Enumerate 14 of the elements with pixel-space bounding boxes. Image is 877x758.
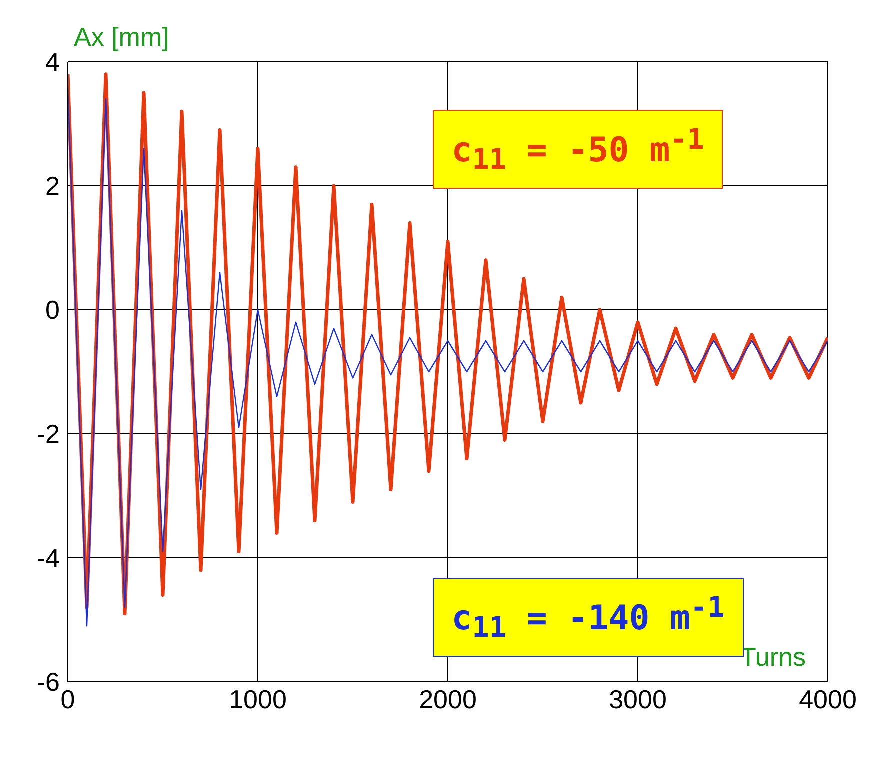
y-tick-label: 2	[46, 171, 60, 202]
x-axis-title: Turns	[740, 642, 806, 673]
y-tick-label: 4	[46, 47, 60, 78]
x-tick-label: 3000	[609, 684, 667, 714]
y-tick-label: 0	[46, 295, 60, 326]
x-tick-label: 4000	[799, 684, 857, 714]
annotation: c$_{11}$ = -50 m$^{-1}$	[432, 110, 724, 190]
y-axis-title: Ax [mm]	[74, 22, 170, 53]
y-tick-label: -2	[36, 419, 60, 450]
x-tick-label: 2000	[419, 684, 477, 714]
x-tick-label: 1000	[229, 684, 287, 714]
annotation: c$_{11}$ = -140 m$^{-1}$	[452, 591, 725, 644]
y-tick-label: -4	[36, 543, 60, 574]
y-tick-label: -6	[36, 667, 60, 698]
